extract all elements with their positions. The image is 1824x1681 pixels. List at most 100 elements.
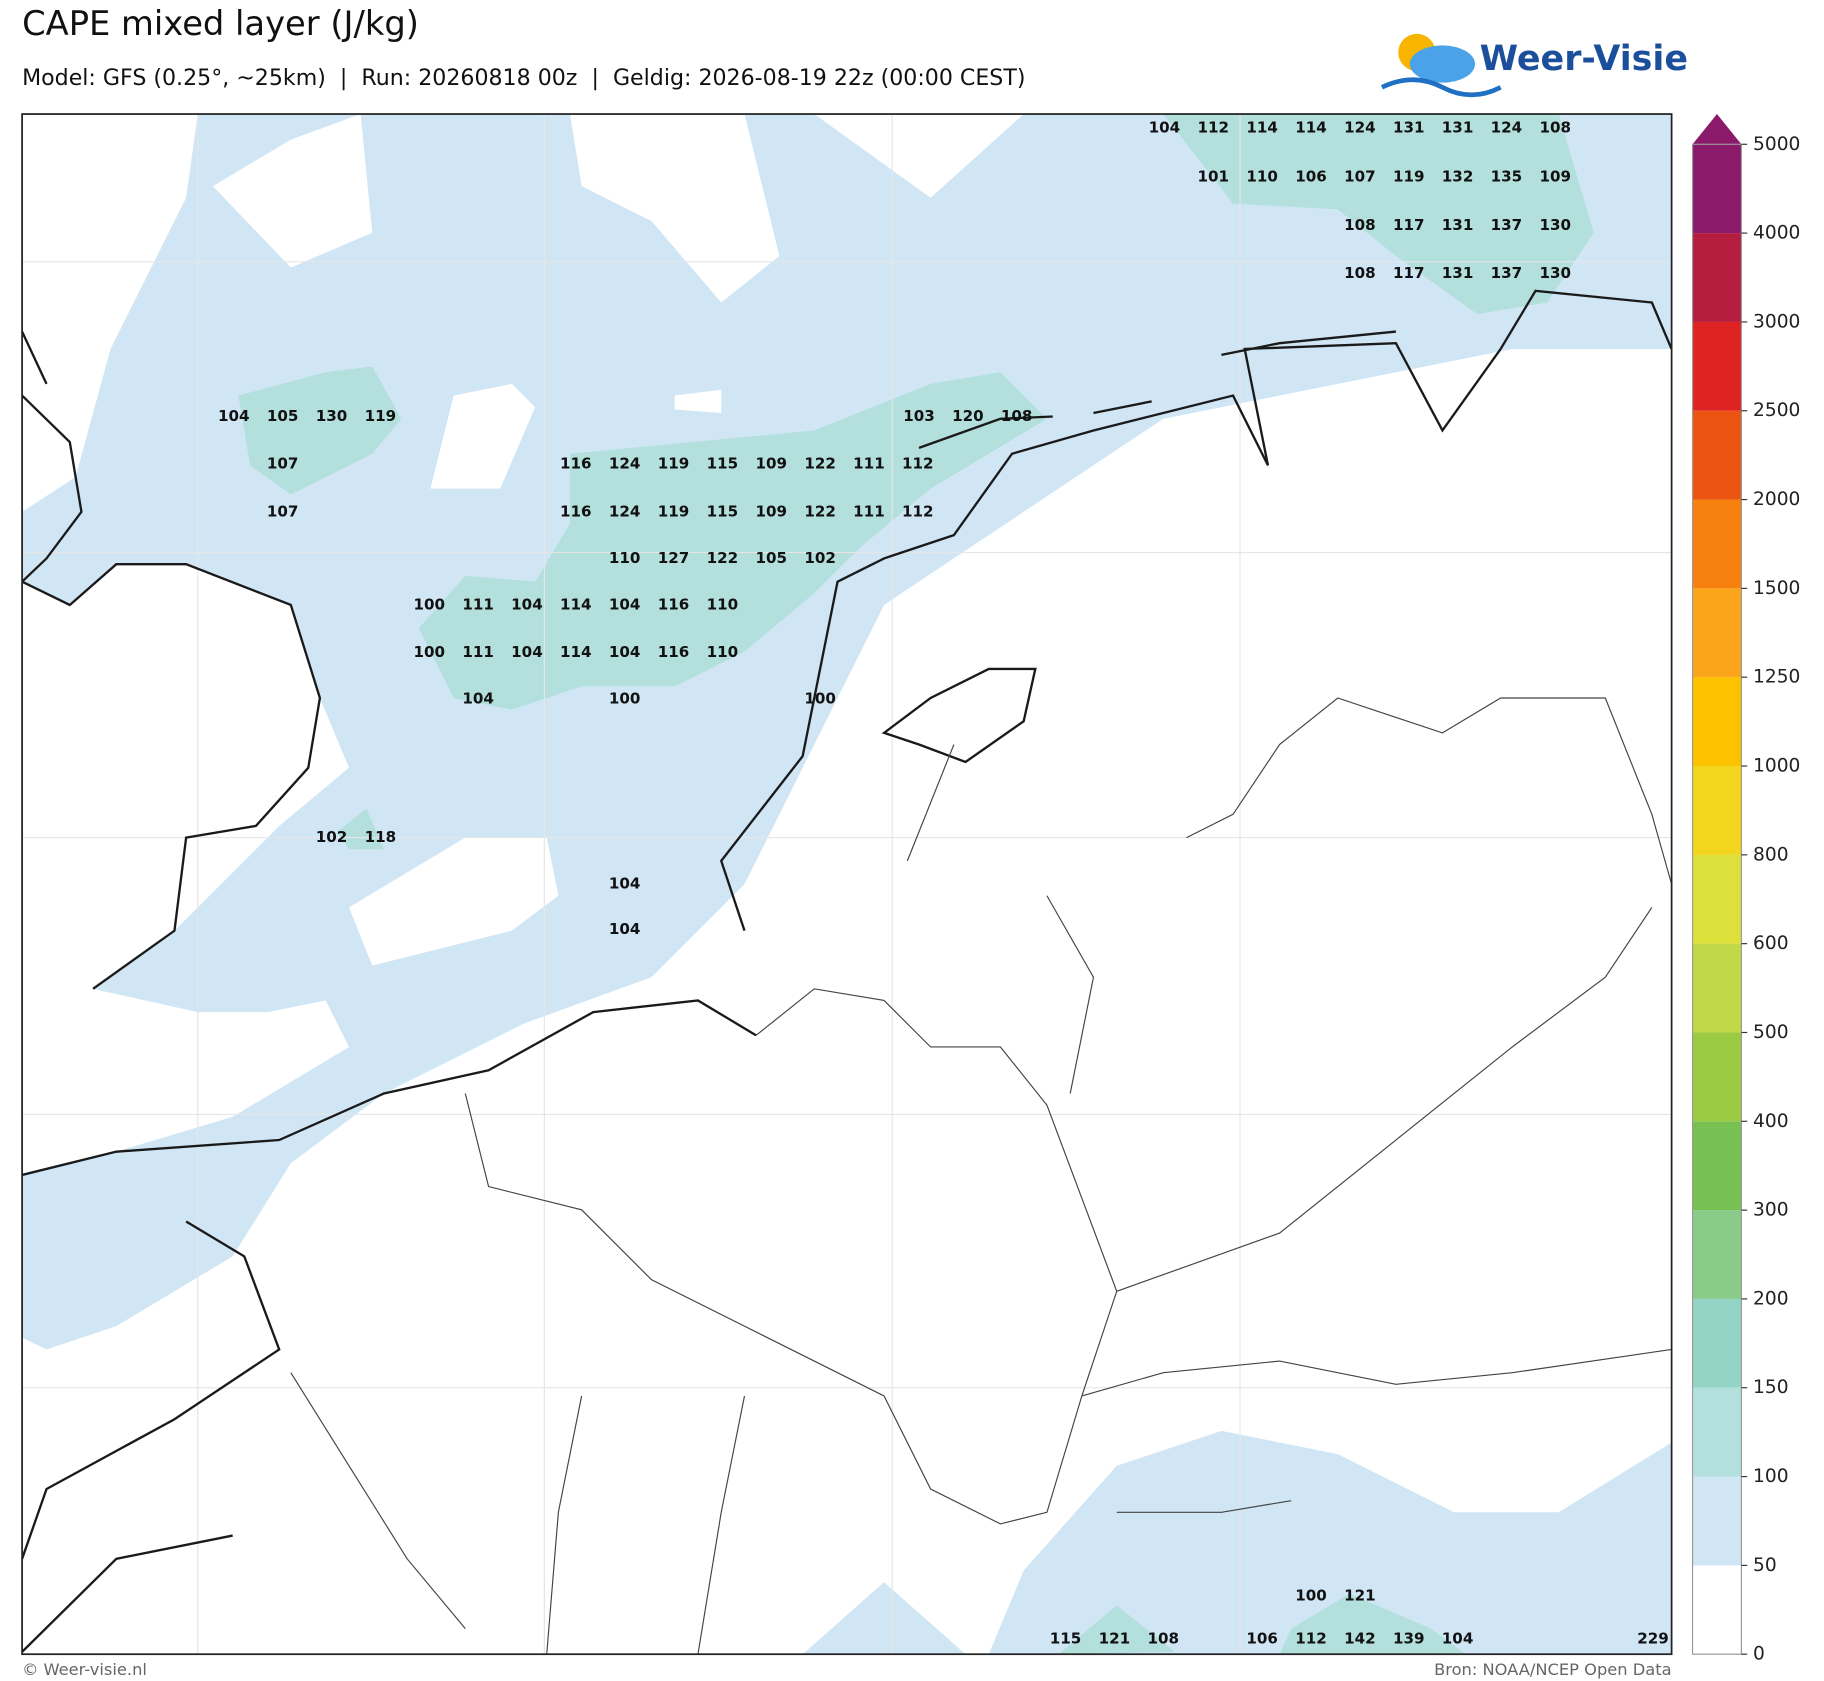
colorbar-segment <box>1692 943 1742 1033</box>
logo-cloud <box>1409 45 1476 83</box>
coastline <box>21 331 322 990</box>
colorbar-segment <box>1692 677 1742 767</box>
cape-value-label: 100 <box>804 690 836 708</box>
cape-value-label: 100 <box>1295 1587 1327 1605</box>
cape-value-label: 105 <box>755 549 787 567</box>
colorbar-segment <box>1692 144 1742 234</box>
colorbar-segment <box>1692 1565 1742 1655</box>
cape-value-label: 131 <box>1442 119 1474 137</box>
cape-value-label: 132 <box>1442 167 1474 185</box>
colorbar-tick-label: 1000 <box>1753 756 1800 777</box>
colorbar-tick-label: 800 <box>1753 844 1789 865</box>
cape-value-label: 108 <box>1540 119 1572 137</box>
cape-value-label: 139 <box>1393 1630 1425 1648</box>
cape-value-label: 116 <box>658 595 690 613</box>
colorbar-tick-label: 150 <box>1753 1377 1789 1398</box>
colorbar-frame <box>1691 143 1742 1655</box>
logo-text: Weer-Visie <box>1480 39 1688 79</box>
cape-value-label: 114 <box>1246 119 1278 137</box>
cape-area-100 <box>418 372 1047 710</box>
colorbar-tick-label: 3000 <box>1753 311 1800 332</box>
cape-value-label: 131 <box>1442 216 1474 234</box>
cape-value-label: 103 <box>903 407 935 425</box>
cape-value-label: 104 <box>609 643 641 661</box>
colorbar-tick-label: 200 <box>1753 1288 1789 1309</box>
cape-value-label: 106 <box>1295 167 1327 185</box>
cape-value-label: 115 <box>707 455 739 473</box>
cape-value-label: 130 <box>1540 216 1572 234</box>
cape-value-label: 131 <box>1442 264 1474 282</box>
cape-value-label: 124 <box>609 455 641 473</box>
cape-value-label: 122 <box>707 549 739 567</box>
cape-value-label: 127 <box>658 549 690 567</box>
cape-value-label: 112 <box>902 502 934 520</box>
cape-value-label: 107 <box>267 455 299 473</box>
cape-value-label: 119 <box>658 455 690 473</box>
cape-value-label: 108 <box>1147 1630 1179 1648</box>
cape-value-label: 112 <box>1295 1630 1327 1648</box>
grid <box>22 114 1672 1655</box>
cape-value-label: 104 <box>609 920 641 938</box>
cape-value-label: 121 <box>1344 1587 1376 1605</box>
cape-value-label: 100 <box>413 643 445 661</box>
logo: Weer-Visie <box>1380 33 1688 98</box>
cape-value-label: 124 <box>1491 119 1523 137</box>
colorbar: 0 50 100 150 200 300 400 500 600 800 1000 1250 1500 2… <box>1691 114 1800 1665</box>
cape-value-label: 131 <box>1393 119 1425 137</box>
colorbar-segment <box>1692 1387 1742 1477</box>
colorbar-tick-label: 2500 <box>1753 400 1800 421</box>
cape-value-label: 105 <box>267 407 299 425</box>
map: 104 112 114 114 124 131 131 124 108 101 110 106 107 1… <box>21 113 1673 1656</box>
cape-value-label: 122 <box>804 455 836 473</box>
colorbar-tick-label: 300 <box>1753 1200 1789 1221</box>
colorbar-segment <box>1692 1032 1742 1122</box>
cape-gap <box>430 383 536 489</box>
cape-gap <box>570 114 780 303</box>
cape-value-label: 117 <box>1393 264 1425 282</box>
colorbar-segment <box>1692 1121 1742 1211</box>
cape-value-label: 104 <box>609 875 641 893</box>
colorbar-segment <box>1692 410 1742 500</box>
logo-wave <box>1380 77 1502 98</box>
cape-gap <box>212 114 373 268</box>
footer-right: Bron: NOAA/NCEP Open Data <box>1434 1660 1672 1679</box>
cape-value-label: 109 <box>755 502 787 520</box>
cape-value-label: 109 <box>755 455 787 473</box>
cape-value-label: 104 <box>511 643 543 661</box>
cape-value-label: 104 <box>462 690 494 708</box>
cape-value-label: 115 <box>1050 1630 1082 1648</box>
colorbar-tick-label: 400 <box>1753 1111 1789 1132</box>
colorbar-tick-label: 1500 <box>1753 578 1800 599</box>
colorbar-tick-label: 600 <box>1753 933 1789 954</box>
cape-value-label: 104 <box>218 407 250 425</box>
cape-value-label: 111 <box>853 455 885 473</box>
map-frame <box>21 113 1673 1656</box>
cape-value-label: 119 <box>1393 167 1425 185</box>
subtitle: Model: GFS (0.25°, ~25km) | Run: 2026081… <box>22 65 1025 91</box>
colorbar-tick-label: 0 <box>1753 1644 1765 1665</box>
cape-area-50 <box>988 1430 1672 1655</box>
colorbar-segment <box>1692 1476 1742 1566</box>
cape-value-label: 107 <box>1344 167 1376 185</box>
cape-value-label: 108 <box>1344 264 1376 282</box>
colorbar-tick-label: 2000 <box>1753 489 1800 510</box>
cape-value-label: 117 <box>1393 216 1425 234</box>
footer-left: © Weer-visie.nl <box>22 1660 147 1679</box>
cape-value-label: 106 <box>1246 1630 1278 1648</box>
cape-value-label: 112 <box>902 455 934 473</box>
cape-area-100 <box>1163 114 1594 315</box>
cape-area-100 <box>337 808 384 850</box>
cape-value-label: 104 <box>609 595 641 613</box>
colorbar-segment <box>1692 1210 1742 1299</box>
cape-value-label: 121 <box>1099 1630 1131 1648</box>
colorbar-segment <box>1692 588 1742 678</box>
cape-value-label: 110 <box>609 549 641 567</box>
cape-value-label: 116 <box>658 643 690 661</box>
cape-value-label: 122 <box>804 502 836 520</box>
cape-value-label: 108 <box>1344 216 1376 234</box>
cape-value-label: 124 <box>1344 119 1376 137</box>
cape-value-label: 118 <box>365 828 397 846</box>
cape-value-label: 124 <box>609 502 641 520</box>
